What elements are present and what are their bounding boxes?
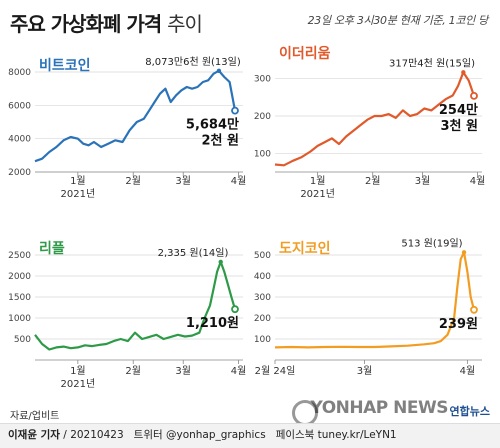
x-tick-label: 2월 24일 [255,365,296,377]
x-tick-label: 3월 [357,365,373,377]
charts-canvas: 비트코인 2000 4000 6000 8000 1월 2월 3월 4월 2021년 8,073만6… [8,45,486,390]
bitcoin-chart: 비트코인 2000 4000 6000 8000 1월 2월 3월 4월 2021년 8,073만6… [8,56,246,200]
current-price-label-line2: 3천 원 [441,119,479,134]
y-tick-label: 1000 [8,314,31,324]
year-label: 2021년 [300,188,335,200]
bitcoin-price-line [34,69,237,163]
title-main: 주요 가상화폐 가격 [10,12,162,36]
peak-label: 317만4천 원(15일) [389,57,475,69]
y-tick-label: 100 [254,335,271,345]
y-tick-label: 300 [254,293,271,303]
y-tick-label: 200 [254,314,271,324]
x-tick-label: 3월 [415,175,431,187]
y-tick-label: 500 [14,335,31,345]
x-tick-label: 3월 [175,365,191,377]
ethereum-series-name: 이더리움 [279,45,331,62]
x-tick-label: 3월 [175,175,191,187]
peak-marker [216,68,222,73]
current-price-label-line2: 2천 원 [202,134,240,149]
page-title: 주요 가상화폐 가격 추이 [10,8,203,37]
x-tick-label: 4월 [470,175,486,187]
x-tick-label: 4월 [231,365,247,377]
ethereum-price-line [274,71,476,167]
logo-text: 연합뉴스 [449,405,490,418]
x-tick-label: 1월 [70,175,86,187]
current-price-label: 5,684만 [186,117,239,133]
watermark: YONHAP NEWS [310,398,449,418]
facebook-link: 페이스북 tuney.kr/LeYN1 [275,429,397,441]
date: 20210423 [70,429,124,441]
current-price-label: 254만 [439,102,478,118]
y-tick-label: 1500 [8,293,31,303]
y-tick-label: 400 [254,272,271,282]
source-note: 자료/업비트 [10,411,60,422]
title-suffix: 추이 [167,12,203,36]
dogecoin-price-line [274,251,476,349]
y-tick-label: 6000 [8,101,31,111]
y-tick-label: 8000 [8,68,31,78]
basis-note: 23일 오후 3시30분 현재 기준, 1코인 당 [307,14,489,27]
y-tick-label: 300 [254,75,271,85]
peak-label: 8,073만6천 원(13일) [145,56,241,68]
y-tick-label: 2000 [8,272,31,282]
author: 이재윤 기자 [8,429,60,441]
x-tick-label: 1월 [310,175,326,187]
bitcoin-series-name: 비트코인 [39,57,91,74]
current-price-label: 1,210원 [186,316,239,331]
current-price-marker [470,91,478,100]
ripple-price-line [34,260,237,351]
current-price-marker [470,305,478,314]
year-label: 2021년 [61,378,96,390]
peak-marker [461,70,466,75]
credit-bar: 이재윤 기자 / 20210423 트위터 @yonhap_graphics 페… [0,423,500,448]
y-tick-label: 200 [254,112,271,122]
y-tick-label: 2500 [8,251,31,261]
peak-marker [461,250,467,255]
x-tick-label: 2월 [125,365,141,377]
ripple-series-name: 리플 [39,241,65,257]
y-tick-label: 500 [254,251,271,261]
x-tick-label: 2월 [365,175,381,187]
y-tick-label: 4000 [8,135,31,145]
ripple-chart: 리플 500 1000 1500 2000 2500 1월 2월 3월 4월 2021년 2,335 … [8,241,246,390]
peak-label: 513 원(19일) [401,237,462,249]
y-tick-label: 100 [254,149,271,159]
ethereum-chart: 이더리움 100 200 300 1월 2월 3월 4월 2021년 317만4천 원(15일) 2… [254,45,486,200]
x-tick-label: 4월 [231,175,247,187]
current-price-marker [231,305,239,314]
x-tick-label: 4월 [460,365,476,377]
dogecoin-series-name: 도지코인 [279,240,331,257]
twitter-handle: 트위터 @yonhap_graphics [133,429,266,441]
x-tick-label: 2월 [125,175,141,187]
x-tick-label: 1월 [70,365,86,377]
current-price-marker [231,106,239,115]
peak-marker [218,259,223,265]
year-label: 2021년 [61,188,96,200]
dogecoin-chart: 도지코인 100 200 300 400 500 2월 24일 3월 4월 513 원(19일) 2… [254,237,482,377]
y-tick-label: 2000 [8,168,31,178]
current-price-label: 239원 [439,317,478,332]
peak-label: 2,335 원(14일) [158,247,229,259]
